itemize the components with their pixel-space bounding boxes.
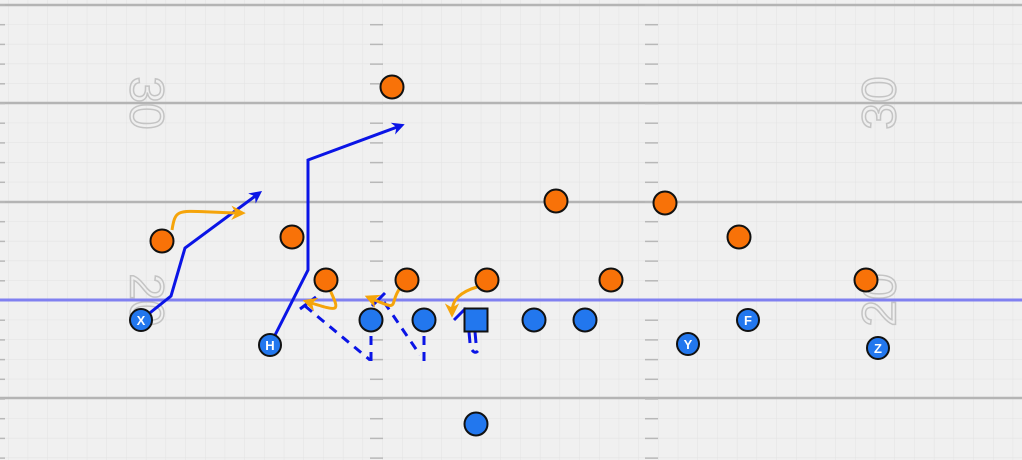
snap-mark — [470, 349, 480, 354]
player-circle — [572, 307, 598, 333]
player-rg[interactable] — [521, 307, 547, 333]
defender-d1[interactable] — [379, 74, 405, 100]
player-rt[interactable] — [572, 307, 598, 333]
player-label: Y — [684, 337, 693, 352]
center-square — [463, 307, 489, 333]
player-x[interactable]: X — [129, 308, 153, 332]
defender-d2[interactable] — [543, 188, 569, 214]
h-route — [268, 122, 405, 346]
player-circle — [358, 307, 384, 333]
player-label: Z — [874, 341, 882, 356]
player-circle — [736, 308, 760, 332]
defense-players — [149, 74, 879, 293]
player-c[interactable] — [463, 307, 489, 333]
defender-d4[interactable] — [149, 228, 175, 254]
d8-route — [364, 287, 402, 309]
lg-diag — [382, 301, 422, 356]
player-lg[interactable] — [411, 307, 437, 333]
player-qb[interactable] — [463, 411, 489, 437]
defender-d3[interactable] — [652, 190, 678, 216]
player-circle — [129, 308, 153, 332]
player-z[interactable]: Z — [866, 336, 890, 360]
player-circle — [463, 411, 489, 437]
player-label: F — [744, 313, 752, 328]
defender-d5[interactable] — [279, 224, 305, 250]
d9-route — [444, 285, 478, 318]
offense-players: X H Y F Z — [129, 307, 890, 437]
defender-d11[interactable] — [853, 267, 879, 293]
yard-number: 30 — [120, 76, 173, 129]
player-circle — [676, 332, 700, 356]
yard-lines — [0, 3, 1022, 400]
player-circle — [258, 333, 282, 357]
player-circle — [521, 307, 547, 333]
player-f[interactable]: F — [736, 308, 760, 332]
player-lt[interactable] — [358, 307, 384, 333]
defender-d7[interactable] — [313, 267, 339, 293]
d7-route — [302, 289, 338, 312]
player-circle — [866, 336, 890, 360]
player-circle — [411, 307, 437, 333]
snap-mark — [467, 331, 472, 344]
defender-d8[interactable] — [394, 267, 420, 293]
player-y[interactable]: Y — [676, 332, 700, 356]
snap-mark — [473, 331, 478, 344]
defender-d9[interactable] — [474, 267, 500, 293]
defender-d10[interactable] — [598, 267, 624, 293]
defense-routes — [170, 205, 478, 318]
defender-d6[interactable] — [726, 224, 752, 250]
d4-route — [170, 205, 246, 231]
yard-number: 30 — [854, 76, 907, 129]
player-label: X — [137, 313, 146, 328]
player-h[interactable]: H — [258, 333, 282, 357]
player-label: H — [265, 338, 274, 353]
offense-routes — [140, 122, 405, 346]
lt-diag — [304, 304, 371, 362]
x-route — [140, 191, 263, 322]
